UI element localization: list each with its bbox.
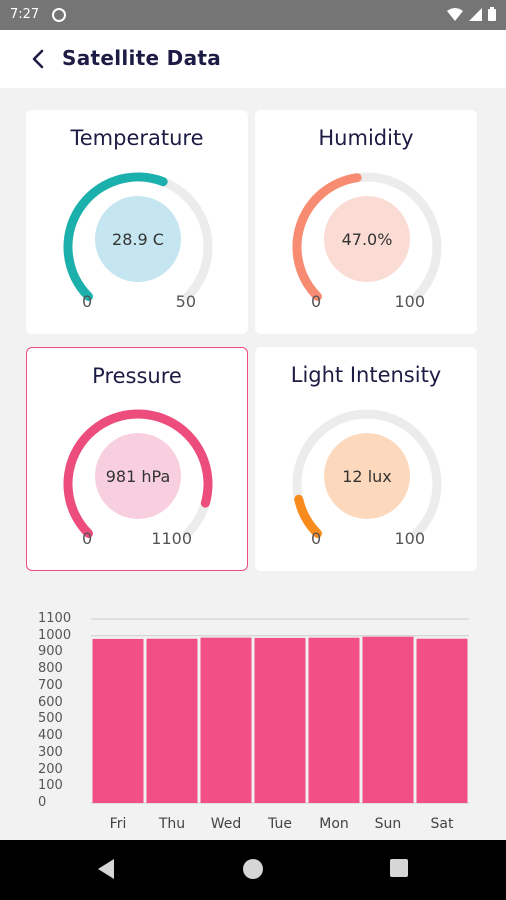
gauge-value: 981 hPa bbox=[105, 466, 171, 486]
gauge-max-label: 100 bbox=[394, 292, 425, 311]
humidity-card[interactable]: Humidity 47.0% 0 100 bbox=[255, 110, 477, 334]
y-tick-label: 700 bbox=[38, 677, 63, 693]
light-intensity-card[interactable]: Light Intensity 12 lux 0 100 bbox=[255, 347, 477, 571]
gauge-ring bbox=[292, 409, 442, 538]
x-tick-label: Wed bbox=[210, 816, 242, 832]
system-nav-bar bbox=[0, 840, 506, 900]
gauge-value-arc bbox=[292, 173, 362, 301]
x-tick-label: Fri bbox=[109, 816, 127, 832]
x-tick-label: Tue bbox=[268, 816, 292, 832]
app-notification-icon bbox=[52, 8, 66, 22]
gauge-ring bbox=[63, 172, 213, 301]
chart-plot bbox=[91, 618, 469, 804]
y-tick-label: 400 bbox=[38, 728, 63, 744]
chart-bar bbox=[308, 637, 360, 803]
gauge-value-bubble: 28.9 C bbox=[95, 196, 181, 282]
gauge-value: 12 lux bbox=[342, 466, 392, 486]
y-tick-label: 200 bbox=[38, 761, 63, 777]
gauge-value-bubble: 981 hPa bbox=[95, 433, 181, 519]
gauge-value-arc bbox=[63, 409, 213, 538]
gauge-track bbox=[292, 409, 442, 538]
card-title: Light Intensity bbox=[290, 363, 442, 387]
gauge-min-label: 0 bbox=[311, 292, 322, 311]
back-arrow-icon[interactable] bbox=[26, 46, 52, 72]
y-tick-label: 100 bbox=[38, 778, 63, 794]
x-tick-label: Sat bbox=[430, 816, 454, 832]
pressure-bar-chart: 0 100 200 300 400 500 600 700 800 900 1000 1100 Fri T… bbox=[0, 600, 506, 840]
y-tick-label: 800 bbox=[38, 661, 63, 677]
chart-bar bbox=[362, 636, 414, 803]
signal-icon bbox=[469, 7, 482, 21]
card-title: Pressure bbox=[92, 364, 182, 388]
chart-bar bbox=[92, 638, 144, 803]
gauge-max-label: 50 bbox=[175, 292, 196, 311]
gauge-value: 47.0% bbox=[341, 229, 393, 249]
y-tick-label: 1100 bbox=[38, 611, 72, 626]
nav-back-icon[interactable] bbox=[96, 858, 116, 880]
gauge-value-arc bbox=[294, 494, 322, 538]
gauge-value-bubble: 47.0% bbox=[324, 196, 410, 282]
gauge-ring bbox=[63, 409, 213, 538]
y-tick-label: 0 bbox=[38, 795, 47, 810]
gauge-value: 28.9 C bbox=[112, 229, 164, 249]
wifi-icon bbox=[447, 7, 463, 21]
status-icons bbox=[447, 7, 496, 21]
card-title: Humidity bbox=[318, 126, 414, 150]
gauge-ring bbox=[292, 172, 442, 301]
y-tick-label: 500 bbox=[38, 711, 63, 727]
chart-bar bbox=[254, 637, 306, 803]
gauge-min-label: 0 bbox=[82, 529, 93, 548]
gauge-value-bubble: 12 lux bbox=[324, 433, 410, 519]
y-tick-label: 1000 bbox=[38, 627, 72, 643]
y-tick-label: 900 bbox=[38, 644, 63, 660]
nav-recents-icon[interactable] bbox=[390, 859, 408, 877]
gauge-max-label: 1100 bbox=[151, 529, 192, 548]
status-bar: 7:27 bbox=[0, 0, 506, 30]
gauge-value-arc bbox=[63, 172, 168, 301]
gauge-min-label: 0 bbox=[82, 292, 93, 311]
gauge-min-label: 0 bbox=[311, 529, 322, 548]
chart-bar bbox=[416, 638, 468, 803]
y-tick-label: 300 bbox=[38, 744, 63, 760]
x-tick-label: Mon bbox=[319, 816, 349, 832]
x-tick-label: Thu bbox=[158, 816, 186, 832]
chart-bar bbox=[146, 638, 198, 803]
gauge-max-label: 100 bbox=[394, 529, 425, 548]
x-tick-label: Sun bbox=[374, 816, 402, 832]
status-time: 7:27 bbox=[10, 7, 40, 22]
temperature-card[interactable]: Temperature 28.9 C 0 50 bbox=[26, 110, 248, 334]
y-tick-label: 600 bbox=[38, 694, 63, 710]
battery-icon bbox=[488, 7, 496, 21]
pressure-card[interactable]: Pressure 981 hPa 0 1100 bbox=[26, 347, 248, 571]
app-bar: Satellite Data bbox=[0, 30, 506, 88]
nav-home-icon[interactable] bbox=[243, 859, 263, 879]
card-title: Temperature bbox=[70, 126, 204, 150]
page-title: Satellite Data bbox=[62, 46, 222, 70]
chart-bar bbox=[200, 637, 252, 803]
